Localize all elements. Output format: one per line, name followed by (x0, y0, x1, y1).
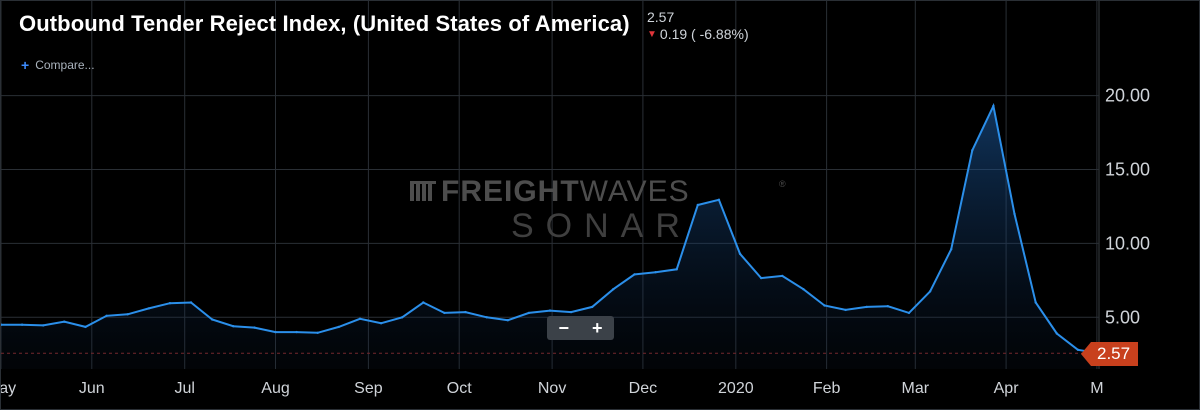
x-tick-label: Jun (79, 380, 105, 397)
x-tick-label: Nov (538, 380, 566, 397)
y-tick-label: 5.00 (1105, 307, 1140, 327)
data-point (20, 323, 24, 326)
change-line: ▼ 0.19 ( -6.88%) (647, 26, 749, 43)
data-point (443, 311, 446, 315)
data-point (823, 304, 826, 307)
y-tick-label: 20.00 (1105, 86, 1150, 106)
data-point (232, 325, 235, 328)
x-axis-labels: May Jun Jul Aug Sep Oct Nov Dec 2020 Feb Mar Apr M (1, 380, 1104, 397)
watermark-waves: WAVES (580, 175, 690, 208)
data-point (316, 331, 319, 334)
data-point (675, 268, 678, 271)
x-tick-label: 2020 (718, 380, 754, 397)
data-point (633, 273, 636, 276)
data-point (1055, 332, 1059, 335)
x-tick-label: Dec (629, 380, 657, 397)
zoom-out-button[interactable]: − (558, 318, 569, 338)
data-point (84, 325, 87, 329)
data-point (63, 320, 66, 323)
x-tick-label: Oct (447, 380, 472, 397)
data-point (211, 318, 214, 321)
data-point (379, 322, 383, 325)
x-tick-label: May (1, 380, 16, 397)
data-point (928, 290, 932, 293)
data-point (760, 276, 763, 280)
x-tick-label: Jul (174, 380, 194, 397)
value-box: 2.57 ▼ 0.19 ( -6.88%) (647, 9, 749, 43)
data-point (886, 305, 889, 308)
data-point (548, 309, 552, 312)
data-point (591, 305, 594, 309)
data-point (1013, 212, 1016, 216)
data-point (42, 324, 45, 327)
y-axis-labels: 5.00 10.00 15.00 20.00 (1105, 86, 1150, 328)
y-tick-label: 15.00 (1105, 160, 1150, 180)
data-point (527, 311, 531, 315)
watermark-sonar: SONAR (511, 207, 692, 245)
compare-label: Compare... (35, 58, 95, 72)
current-value: 2.57 (647, 9, 675, 25)
data-point (422, 301, 425, 304)
data-point (612, 288, 615, 291)
data-point (147, 307, 150, 310)
data-point (1034, 301, 1037, 304)
data-point (485, 316, 488, 319)
data-point (865, 305, 868, 309)
zoom-in-button[interactable]: + (591, 318, 603, 338)
x-tick-label: Apr (994, 380, 1020, 397)
x-tick-label: M (1090, 380, 1103, 397)
data-point (569, 310, 573, 314)
x-tick-label: Feb (813, 380, 841, 397)
watermark-registered: ® (779, 179, 786, 189)
data-point (1076, 348, 1080, 351)
down-arrow-icon: ▼ (647, 29, 657, 40)
data-point (126, 313, 129, 316)
data-point (337, 325, 340, 329)
data-point (950, 248, 953, 251)
data-point (802, 288, 805, 291)
data-point (253, 326, 256, 329)
change-value: 0.19 ( -6.88%) (659, 26, 749, 42)
chart-title: Outbound Tender Reject Index, (United St… (19, 11, 630, 36)
last-value-badge: 2.57 (1080, 342, 1139, 366)
data-point (992, 104, 995, 108)
plus-icon: + (21, 57, 30, 73)
data-point (1, 323, 3, 326)
data-point (907, 311, 911, 315)
data-point (274, 330, 277, 334)
data-point (105, 314, 108, 317)
watermark-logo-icon (410, 181, 436, 201)
data-point (295, 330, 298, 334)
data-point (844, 308, 847, 312)
data-point (401, 316, 404, 319)
x-tick-label: Aug (261, 380, 289, 397)
data-point (168, 302, 172, 305)
watermark-freight: FREIGHT (441, 175, 580, 208)
data-point (781, 274, 784, 278)
data-point (506, 319, 509, 322)
watermark: FREIGHTWAVES ® SONAR (410, 175, 786, 245)
zoom-control: − + (547, 316, 614, 340)
x-tick-label: Sep (354, 380, 383, 397)
svg-text:FREIGHTWAVES: FREIGHTWAVES (441, 175, 690, 208)
data-point (654, 271, 657, 274)
data-point (358, 317, 362, 320)
data-point (464, 310, 467, 314)
data-point (696, 203, 699, 207)
data-point (738, 252, 742, 255)
compare-button[interactable]: + Compare... (21, 57, 95, 73)
y-tick-label: 10.00 (1105, 233, 1150, 253)
data-point (189, 301, 193, 304)
x-tick-label: Mar (902, 380, 930, 397)
data-point (971, 149, 974, 152)
data-point (717, 198, 721, 201)
